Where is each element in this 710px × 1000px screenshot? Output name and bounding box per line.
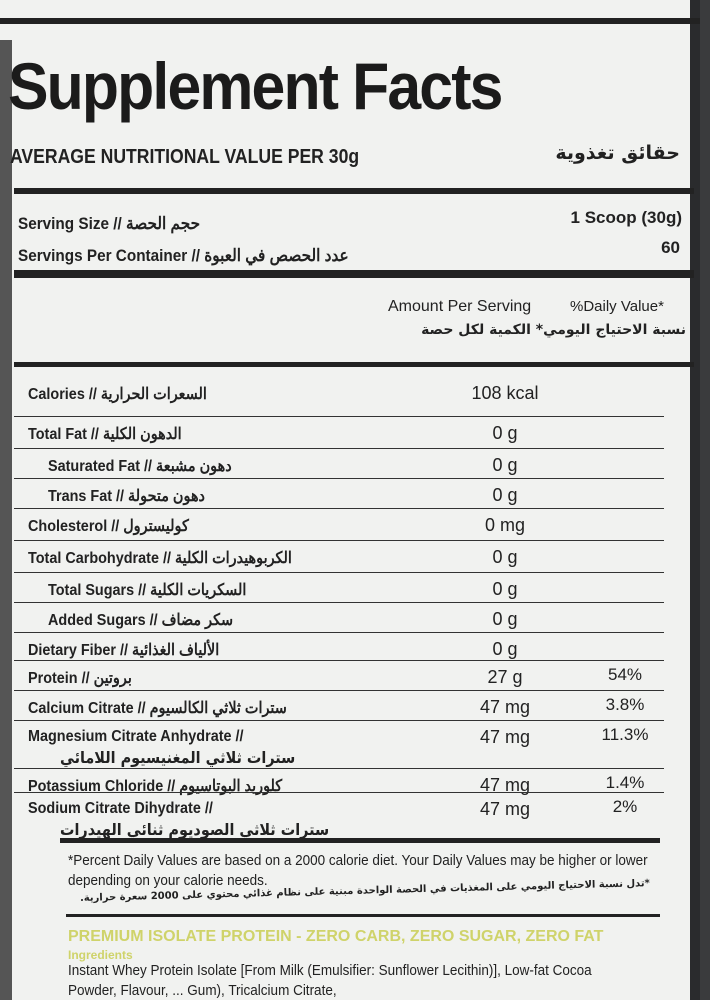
divider: [60, 838, 660, 843]
nutrient-amount: 0 g: [492, 579, 518, 599]
nutrient-daily-value: 54%: [607, 665, 643, 684]
nutrient-daily-value: 2%: [612, 797, 638, 816]
nutrient-label: Total Carbohydrate // الكربوهيدرات الكلي…: [28, 550, 292, 567]
nutrient-label: Dietary Fiber // الألياف الغذائية: [28, 642, 220, 659]
nutrient-row: [14, 792, 664, 793]
footnote-line: depending on your calorie needs.: [68, 872, 268, 889]
nutrient-row: [14, 660, 664, 661]
nutrient-amount: 47 mg: [479, 799, 531, 819]
nutrient-amount: 0 g: [492, 423, 518, 443]
divider: [14, 362, 694, 367]
servings-per-container-label: Servings Per Container // عدد الحصص في ا…: [18, 246, 349, 265]
nutrient-label: Total Fat // الدهون الكلية: [28, 426, 182, 443]
nutrient-row: [14, 720, 664, 721]
nutrient-row: [14, 478, 664, 479]
nutrient-row: [14, 602, 664, 603]
ingredients-line: Instant Whey Protein Isolate [From Milk …: [68, 962, 592, 979]
nutrient-label: Magnesium Citrate Anhydrate //: [28, 728, 244, 745]
ingredients-heading: Ingredients: [68, 948, 133, 962]
nutrient-row: [14, 572, 664, 573]
nutrient-amount: 0 g: [492, 639, 518, 659]
nutrient-amount: 47 mg: [479, 697, 531, 717]
nutrient-daily-value: 11.3%: [601, 725, 649, 744]
nutrient-label: Sodium Citrate Dihydrate //: [28, 800, 213, 817]
nutrient-amount: 47 mg: [479, 727, 531, 747]
nutrient-amount: 0 g: [492, 485, 518, 505]
nutrient-row: [14, 416, 664, 417]
nutrient-amount: 0 mg: [484, 515, 526, 535]
nutrient-label: Cholesterol // كوليسترول: [28, 518, 189, 535]
nutrient-row: [14, 690, 664, 691]
nutrient-row: [14, 448, 664, 449]
nutrient-amount: 108 kcal: [471, 383, 539, 403]
serving-size-label: Serving Size // حجم الحصة: [18, 214, 201, 233]
nutrient-label-arabic: سترات ثلاثي المغنيسيوم اللامائي: [60, 748, 296, 767]
ingredients-line: Powder, Flavour, ... Gum), Tricalcium Ci…: [68, 982, 337, 999]
promo-text: PREMIUM ISOLATE PROTEIN - ZERO CARB, ZER…: [68, 928, 604, 945]
nutrient-label: Trans Fat // دهون متحولة: [48, 488, 205, 505]
nutrient-label: Protein // بروتين: [28, 670, 132, 687]
footnote-line: *Percent Daily Values are based on a 200…: [68, 852, 648, 869]
nutrient-label: Added Sugars // سكر مضاف: [48, 612, 234, 629]
top-rule: [0, 18, 700, 24]
amount-header: Amount Per Serving: [388, 298, 532, 315]
nutrient-row: [14, 632, 664, 633]
nutrient-daily-value: 3.8%: [605, 695, 645, 714]
nutrient-amount: 47 mg: [479, 775, 531, 795]
nutrient-amount: 0 g: [492, 609, 518, 629]
label-title: Supplement Facts: [8, 49, 503, 123]
nutrient-label: Calcium Citrate // سترات ثلاثي الكالسيوم: [28, 700, 287, 717]
nutrient-label: Saturated Fat // دهون مشبعة: [48, 458, 232, 475]
label-subtitle-arabic: حقائق تغذوية: [555, 142, 680, 164]
nutrient-label: Total Sugars // السكريات الكلية: [48, 582, 247, 599]
nutrient-daily-value: 1.4%: [605, 773, 645, 792]
divider: [14, 188, 694, 194]
divider: [66, 914, 660, 917]
label-subtitle: AVERAGE NUTRITIONAL VALUE PER 30g: [10, 146, 360, 168]
nutrient-label: Potassium Chloride // كلوريد البوتاسيوم: [28, 778, 283, 795]
divider: [14, 270, 694, 278]
nutrient-row: [14, 540, 664, 541]
nutrient-amount: 0 g: [492, 547, 518, 567]
servings-per-container-value: 60: [661, 238, 680, 257]
serving-size-value: 1 Scoop (30g): [570, 208, 682, 227]
nutrient-label-arabic: سترات ثلاثي الصوديوم ثنائي الهيدرات: [60, 820, 330, 839]
container-edge: [0, 40, 12, 1000]
daily-value-header: %Daily Value*: [570, 298, 664, 315]
nutrient-amount: 0 g: [492, 455, 518, 475]
nutrient-row: [14, 508, 664, 509]
nutrient-amount: 27 g: [487, 667, 523, 687]
nutrient-row: [14, 768, 664, 769]
header-arabic: نسبة الاحتياج اليومي* الكمية لكل حصة: [421, 322, 686, 338]
nutrient-label: Calories // السعرات الحرارية: [28, 386, 207, 403]
